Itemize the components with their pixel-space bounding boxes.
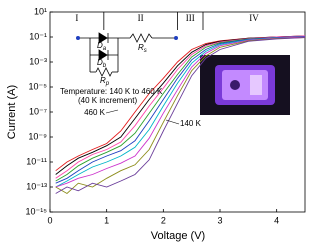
region-label: II <box>138 13 144 23</box>
series-line <box>55 35 305 175</box>
series-line <box>55 35 305 179</box>
series-line <box>55 37 305 194</box>
circuit-label-main: D <box>97 41 103 50</box>
y-tick-label: 10⁻⁷ <box>29 106 47 116</box>
y-tick-label: 10⁻⁵ <box>29 81 48 91</box>
y-tick-label: 10⁻⁹ <box>28 131 47 141</box>
photo-inset <box>200 55 290 115</box>
annotation: 140 K <box>180 119 202 128</box>
y-tick-label: 10⁻³ <box>29 56 47 66</box>
circuit-label-main: R <box>138 43 144 52</box>
circuit-label: Rs <box>138 43 147 53</box>
y-axis-title: Current (A) <box>6 85 18 139</box>
circuit-label-sub: a <box>103 46 107 52</box>
x-tick-label: 4 <box>274 215 279 225</box>
annotation: 460 K <box>84 108 106 117</box>
y-tick-label: 10⁻¹⁵ <box>26 206 48 216</box>
y-tick-label: 10⁻¹³ <box>26 181 47 191</box>
circuit-label-sub: b <box>103 63 107 69</box>
region-label: I <box>75 13 78 23</box>
circuit-label-main: D <box>97 58 103 67</box>
annotation-pointer <box>105 109 119 114</box>
x-tick-label: 2 <box>161 215 166 225</box>
circuit-label: Da <box>97 41 107 51</box>
y-tick-label: 10¹ <box>34 6 47 16</box>
y-tick-label: 10⁻¹ <box>29 31 47 41</box>
x-tick-label: 1 <box>104 215 109 225</box>
x-tick-label: 0 <box>47 215 52 225</box>
x-axis-title: Voltage (V) <box>151 230 205 242</box>
series-line <box>55 37 305 195</box>
annotation: Temperature: 140 K to 460 K <box>60 87 163 96</box>
circuit-label-sub: s <box>144 48 147 54</box>
circuit-label: Rp <box>100 76 110 86</box>
x-tick-label: 3 <box>217 215 222 225</box>
series-line <box>55 36 305 182</box>
series-line <box>55 36 305 188</box>
region-label: III <box>186 13 195 23</box>
y-tick-label: 10⁻¹¹ <box>26 156 47 166</box>
circuit-label-sub: p <box>105 81 110 87</box>
annotation: (40 K increment) <box>78 96 137 105</box>
circuit-inset <box>76 32 178 77</box>
circuit-label: Db <box>97 58 107 68</box>
region-label: IV <box>249 13 259 23</box>
series-line <box>55 36 305 188</box>
circuit-label-main: R <box>100 76 106 85</box>
annotation-pointer <box>165 119 180 125</box>
series-line <box>55 36 305 184</box>
